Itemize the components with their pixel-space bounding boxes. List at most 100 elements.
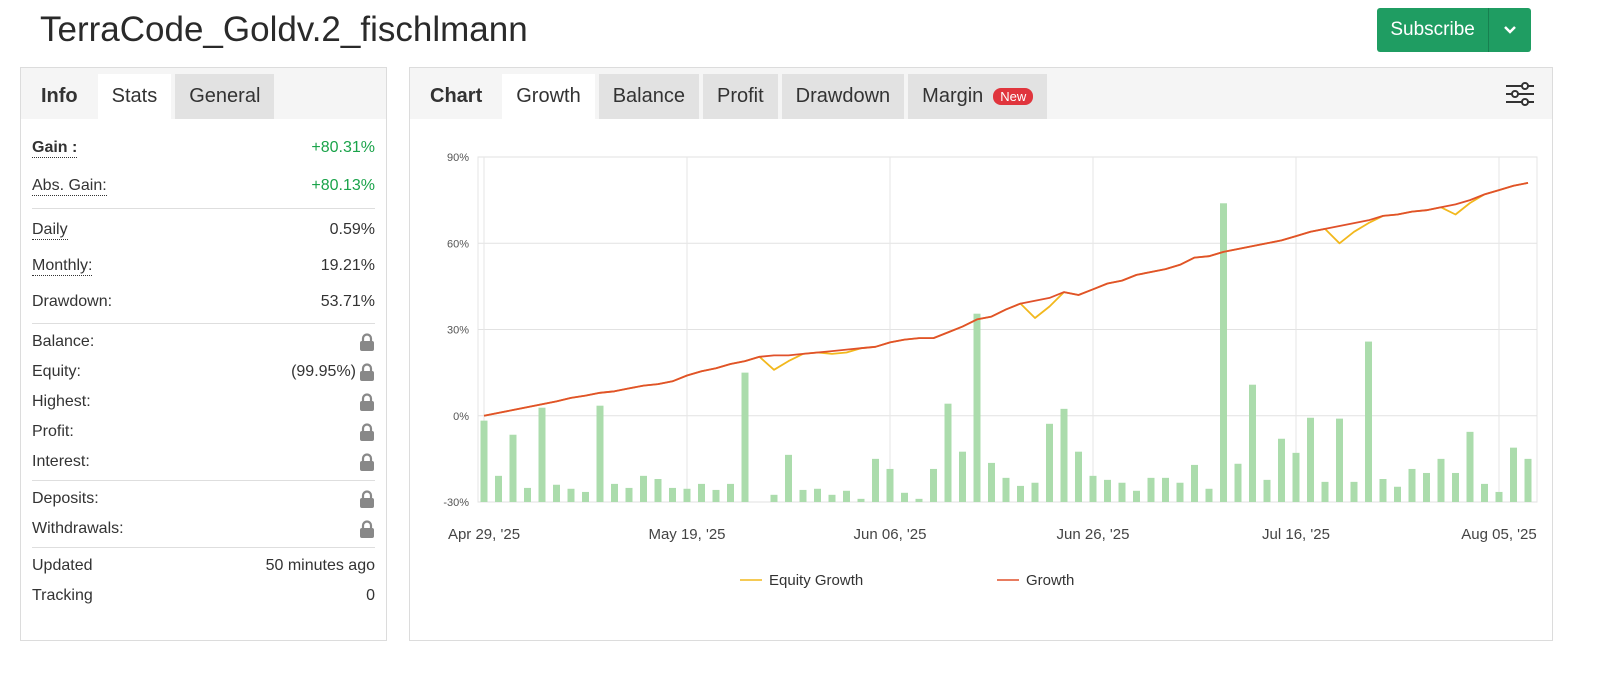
- bar: [582, 491, 589, 502]
- tab-label: Margin: [922, 85, 984, 107]
- bar: [625, 487, 633, 502]
- bar: [1394, 486, 1401, 502]
- bar: [1118, 482, 1126, 502]
- bar: [1481, 483, 1488, 502]
- y-tick-label: 0%: [453, 411, 469, 423]
- bar: [1089, 475, 1097, 502]
- bar: [553, 484, 560, 502]
- bar: [1495, 491, 1503, 502]
- stat-value: 19.21%: [321, 257, 375, 275]
- legend-label: Equity Growth: [769, 572, 863, 589]
- stats-list: Gain : +80.31% Abs. Gain: +80.13% Daily 0.59%…: [32, 126, 375, 614]
- bar: [915, 498, 923, 502]
- stat-value-text: 19.21%: [320, 257, 375, 274]
- x-tick-label: Jun 26, '25: [1057, 526, 1130, 543]
- bar: [814, 488, 821, 502]
- tab-bar: Info Stats General: [21, 68, 386, 119]
- stats-row: Withdrawals:: [32, 514, 375, 544]
- bar: [1437, 458, 1445, 502]
- bar: [1017, 485, 1024, 502]
- bar: [1466, 431, 1474, 502]
- bar: [1524, 458, 1532, 502]
- tab-bar: Chart Growth Balance Profit Drawdown Margin Ne…: [410, 68, 1552, 119]
- bar: [901, 492, 908, 502]
- stats-group: Updated 50 minutes ago Tracking 0: [32, 548, 375, 614]
- settings-icon[interactable]: [1504, 78, 1536, 110]
- bar: [828, 494, 836, 502]
- bar: [567, 488, 575, 502]
- bar: [1263, 479, 1271, 502]
- lock-icon: [360, 393, 374, 411]
- stats-row: Balance:: [32, 327, 375, 357]
- subscribe-button[interactable]: Subscribe: [1377, 8, 1531, 52]
- dropdown-caret[interactable]: [1488, 8, 1531, 52]
- bar: [1162, 477, 1169, 502]
- bar: [509, 434, 517, 502]
- bar: [944, 403, 952, 502]
- page-title: TerraCode_Goldv.2_fischlmann: [40, 10, 528, 49]
- x-tick-label: Jun 06, '25: [854, 526, 927, 543]
- bar: [1075, 451, 1082, 502]
- stats-row: Drawdown: 53.71%: [32, 284, 375, 320]
- stats-row: Highest:: [32, 387, 375, 417]
- legend-label: Growth: [1026, 572, 1074, 589]
- bar: [1205, 488, 1213, 502]
- stats-row: Tracking 0: [32, 581, 375, 611]
- stat-value: 50 minutes ago: [266, 557, 375, 575]
- bar: [1292, 452, 1300, 502]
- stat-value-text: +80.31%: [311, 139, 375, 156]
- y-tick-label: 60%: [447, 238, 469, 250]
- lock-icon: [360, 520, 374, 538]
- bar: [930, 468, 937, 502]
- bar: [1510, 447, 1517, 502]
- bar: [1321, 481, 1329, 502]
- tab[interactable]: Profit: [702, 74, 778, 119]
- tab[interactable]: Growth: [502, 74, 595, 119]
- bar: [1220, 203, 1227, 502]
- stat-label: Drawdown:: [32, 293, 113, 310]
- bar: [669, 487, 676, 502]
- bar: [959, 451, 966, 502]
- bar: [1249, 384, 1256, 502]
- bar: [1408, 468, 1416, 502]
- stat-value-text: 50 minutes ago: [265, 557, 375, 574]
- bar: [683, 488, 691, 502]
- x-tick-label: Apr 29, '25: [448, 526, 520, 543]
- stat-label: Tracking: [32, 587, 93, 604]
- lock-icon: [360, 490, 374, 508]
- stat-value: [359, 333, 375, 351]
- lock-icon: [360, 333, 374, 351]
- bar: [1350, 481, 1358, 502]
- y-tick-label: -30%: [443, 497, 469, 509]
- growth-chart: -30% 0% 30% 60% 90% Apr 29, '25 May 19, '25 Jun…: [443, 152, 1538, 589]
- bar: [611, 483, 618, 502]
- caret-icon: [1504, 26, 1517, 34]
- tab[interactable]: Margin New: [908, 74, 1048, 119]
- stat-value: +80.13%: [311, 177, 375, 195]
- bar: [785, 454, 792, 502]
- stat-value-text: +80.13%: [311, 177, 375, 194]
- stat-value: [359, 490, 375, 508]
- stat-label: Interest:: [32, 453, 90, 470]
- stat-value: 0.59%: [330, 221, 375, 239]
- stats-row: Equity: (99.95%): [32, 357, 375, 387]
- tab[interactable]: Drawdown: [781, 74, 905, 119]
- stat-label: Monthly:: [32, 256, 93, 276]
- y-tick-label: 30%: [447, 325, 469, 337]
- stat-label: Updated: [32, 557, 93, 574]
- stat-label: Gain :: [32, 138, 78, 158]
- tab[interactable]: Balance: [598, 74, 699, 119]
- bar: [712, 489, 720, 502]
- tab-label: Growth: [516, 85, 581, 107]
- bar: [886, 468, 894, 502]
- y-tick-label: 90%: [447, 152, 469, 164]
- stats-group: Balance: Equity: (99.95%) Highest: Profit: In…: [32, 324, 375, 481]
- tab: Chart: [410, 74, 502, 119]
- bar: [538, 407, 546, 502]
- lock-icon: [360, 453, 374, 471]
- tab[interactable]: Stats: [97, 74, 172, 119]
- stats-panel: Info Stats General Gain : +80.31% Abs. Gain:…: [20, 67, 387, 641]
- tab[interactable]: General: [175, 74, 275, 119]
- stats-row: Profit:: [32, 417, 375, 447]
